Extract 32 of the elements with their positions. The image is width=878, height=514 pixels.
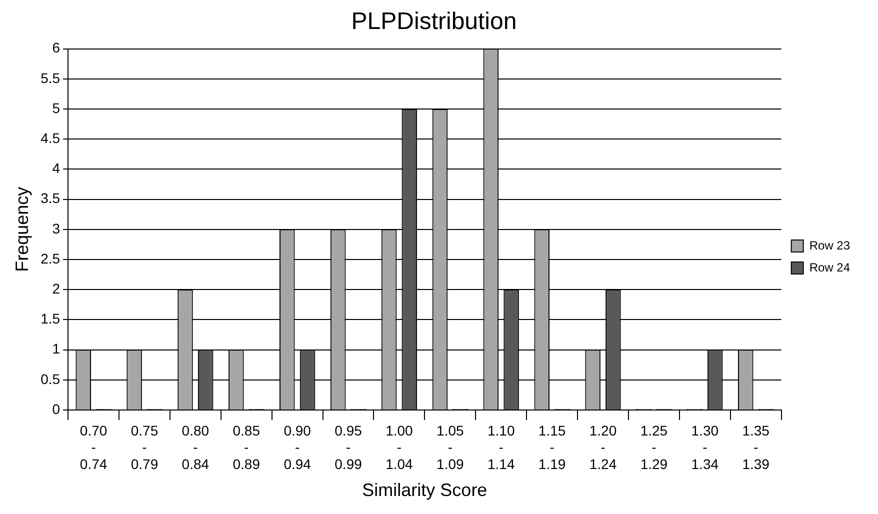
legend-label: Row 24 (809, 260, 850, 274)
y-tick-label: 1 (52, 340, 60, 357)
legend-label: Row 23 (809, 238, 850, 252)
y-tick-label: 5 (52, 100, 60, 116)
chart-title: PLPDistribution (351, 8, 517, 36)
y-tick-label: 4.5 (40, 130, 60, 146)
y-axis-title: Frequency (12, 186, 32, 272)
y-tick-label: 1.5 (40, 310, 60, 327)
y-tick-label: 4 (52, 160, 60, 176)
x-tick-label: 1.35 - 1.39 (742, 422, 770, 472)
x-tick-label: 0.75 - 0.79 (130, 422, 158, 472)
y-tick-label: 3 (52, 220, 60, 236)
x-tick-label: 0.90 - 0.94 (284, 422, 312, 472)
x-tick-label: 1.10 - 1.14 (487, 422, 515, 472)
x-tick-label: 1.25 - 1.29 (640, 422, 668, 472)
y-tick-label: 2 (52, 280, 60, 296)
x-tick-label: 0.95 - 0.99 (334, 422, 362, 472)
x-tick-label: 1.30 - 1.34 (691, 422, 719, 472)
x-tick-label: 1.00 - 1.04 (386, 422, 414, 472)
y-tick-label: 3.5 (40, 190, 60, 206)
y-tick-label: 6 (52, 40, 60, 56)
x-tick-label: 1.15 - 1.19 (538, 422, 566, 472)
x-tick-label: 1.20 - 1.24 (589, 422, 617, 472)
x-tick-label: 0.85 - 0.89 (232, 422, 260, 472)
y-tick-label: 2.5 (40, 250, 60, 266)
x-tick-label: 0.70 - 0.74 (80, 422, 108, 472)
y-tick-label: 0.5 (40, 370, 60, 387)
x-axis-title: Similarity Score (362, 480, 488, 500)
y-tick-label: 5.5 (40, 70, 60, 86)
y-tick-label: 0 (52, 400, 60, 417)
x-tick-label: 1.05 - 1.09 (436, 422, 464, 472)
x-tick-label: 0.80 - 0.84 (182, 422, 210, 472)
